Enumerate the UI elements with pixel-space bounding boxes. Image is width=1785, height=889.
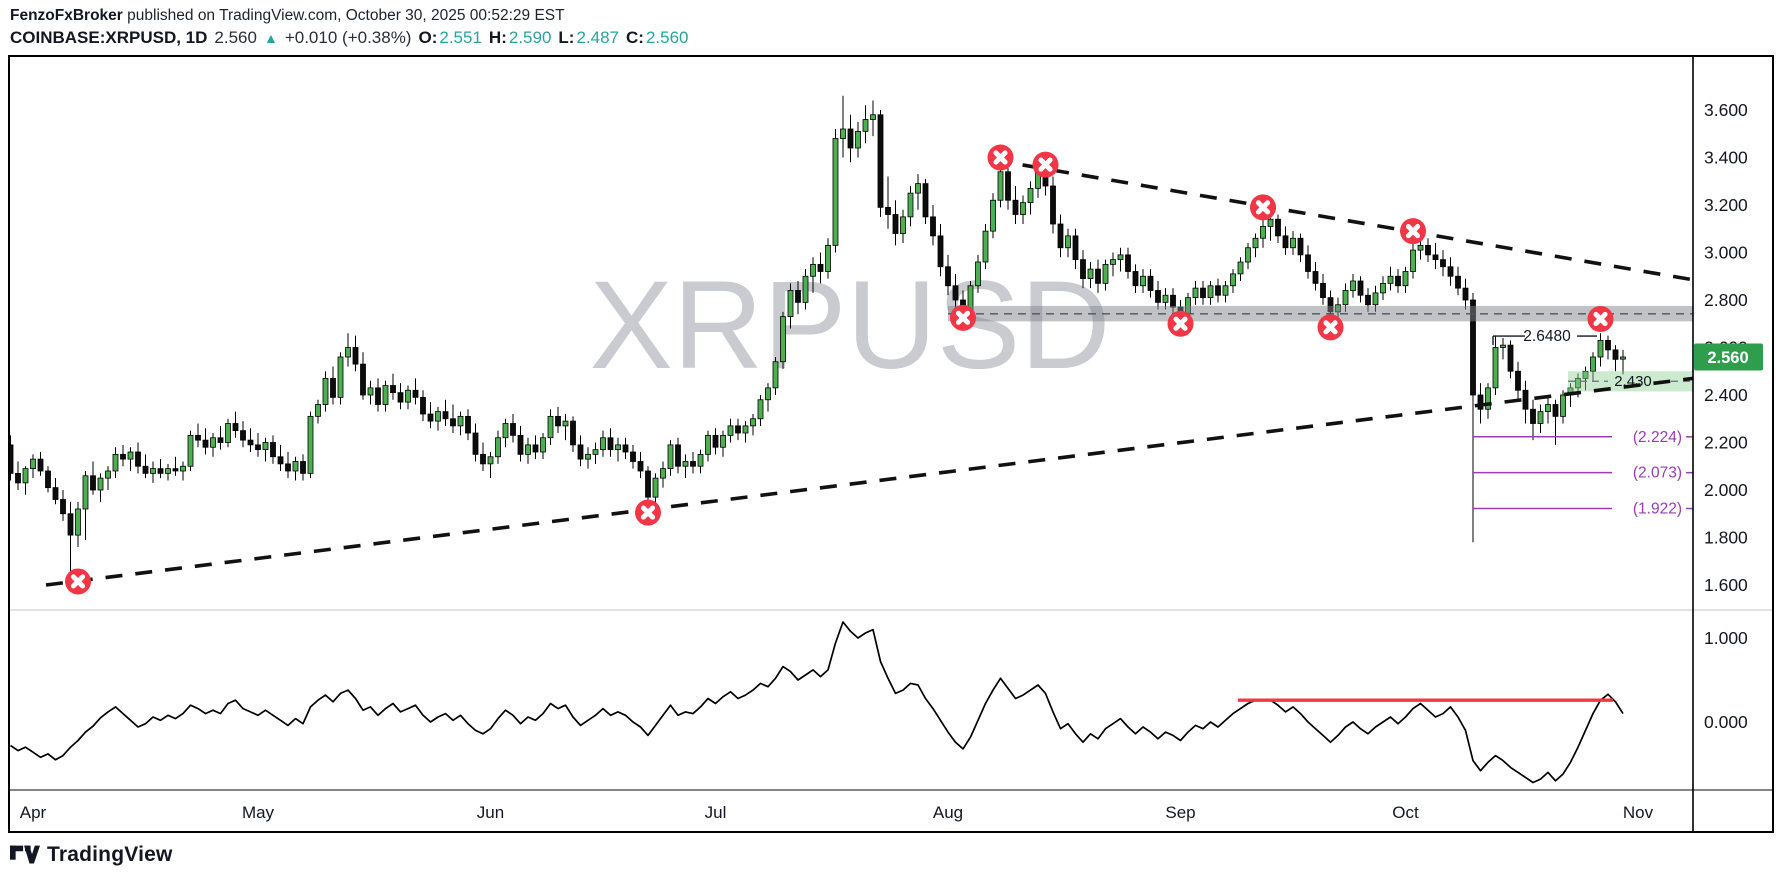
fib-projection-level[interactable]: (1.922) — [1473, 501, 1693, 518]
price-tick-label: 2.000 — [1704, 480, 1748, 500]
month-label: Oct — [1392, 803, 1419, 822]
price-change: +0.010 (+0.38%) — [284, 28, 412, 47]
pattern-marker-icon[interactable] — [635, 499, 661, 526]
pattern-marker-icon[interactable] — [950, 304, 976, 331]
open-label: O: — [418, 28, 438, 47]
tradingview-icon — [10, 845, 40, 864]
brand-name: TradingView — [47, 843, 173, 866]
author-name: FenzoFxBroker — [10, 7, 123, 24]
low-value: 2.487 — [576, 28, 620, 47]
symbol-status-line: COINBASE:XRPUSD, 1D 2.560 ▲ +0.010 (+0.3… — [10, 26, 689, 50]
month-label: Jun — [477, 803, 504, 822]
tradingview-logo[interactable]: TradingView — [10, 842, 173, 868]
symbol-watermark: XRPUSD — [590, 256, 1111, 395]
price-callout[interactable]: 2.6480 — [1492, 328, 1597, 346]
price-scale[interactable]: 3.6003.4003.2003.0002.8002.6002.4002.200… — [1704, 100, 1748, 732]
pattern-marker-icon[interactable] — [1032, 151, 1059, 178]
symbol-title: COINBASE:XRPUSD, 1D — [10, 28, 208, 47]
last-price: 2.560 — [214, 28, 257, 47]
month-label: Sep — [1165, 803, 1195, 822]
callout-price-label: 2.6480 — [1523, 328, 1571, 345]
chart-border — [8, 55, 1774, 833]
close-label: C: — [626, 28, 644, 47]
price-tick-label: 3.400 — [1704, 148, 1748, 168]
low-label: L: — [558, 28, 575, 47]
high-value: 2.590 — [508, 28, 552, 47]
pattern-marker-icon[interactable] — [1250, 194, 1276, 221]
month-label: Nov — [1623, 803, 1654, 822]
high-label: H: — [488, 28, 507, 47]
current-price-value: 2.560 — [1707, 349, 1748, 367]
price-chart[interactable]: XRPUSD 2.430 (2.224) (2.073) (1.922) 2.6480 3.… — [8, 55, 1774, 833]
month-label: Aug — [933, 803, 963, 822]
close-value: 2.560 — [645, 28, 689, 47]
pattern-marker-icon[interactable] — [987, 144, 1014, 171]
chart-area[interactable]: XRPUSD 2.430 (2.224) (2.073) (1.922) 2.6480 3.… — [8, 55, 1774, 833]
level-price-label: (2.224) — [1633, 429, 1682, 446]
indicator-tick-label: 1.000 — [1704, 628, 1748, 648]
header: FenzoFxBroker published on TradingView.c… — [10, 5, 689, 50]
open-value: 2.551 — [439, 28, 482, 47]
price-tick-label: 2.800 — [1704, 290, 1748, 310]
price-tick-label: 2.400 — [1704, 385, 1748, 405]
price-tick-label: 3.600 — [1704, 100, 1748, 120]
level-price-label: (1.922) — [1633, 501, 1682, 518]
indicator-tick-label: 0.000 — [1704, 712, 1748, 732]
price-tick-label: 1.600 — [1704, 575, 1748, 595]
pattern-marker-icon[interactable] — [65, 568, 91, 595]
pattern-marker-icon[interactable] — [1400, 218, 1426, 245]
price-tick-label: 3.000 — [1704, 243, 1748, 263]
current-price-tag: 2.560 — [1694, 343, 1763, 371]
month-label: Apr — [20, 803, 47, 822]
up-arrow-icon: ▲ — [263, 30, 278, 46]
publish-line: FenzoFxBroker published on TradingView.c… — [10, 5, 689, 26]
lower-trendline[interactable] — [45, 376, 1694, 587]
level-price-label: (2.073) — [1633, 465, 1682, 482]
indicator-line — [10, 621, 1624, 784]
publish-info: published on TradingView.com, October 30… — [122, 7, 565, 24]
price-tick-label: 2.200 — [1704, 433, 1748, 453]
time-scale[interactable]: Apr May Jun Jul Aug Sep Oct Nov — [20, 803, 1654, 822]
price-tick-label: 3.200 — [1704, 195, 1748, 215]
price-tick-label: 1.800 — [1704, 528, 1748, 548]
month-label: Jul — [705, 803, 727, 822]
pattern-marker-icon[interactable] — [1317, 314, 1344, 341]
supply-zone[interactable] — [948, 305, 1693, 322]
pattern-marker-icon[interactable] — [1167, 310, 1194, 337]
fib-projection-level[interactable]: (2.224) — [1473, 429, 1693, 446]
pattern-marker-icon[interactable] — [1587, 306, 1614, 332]
demand-zone[interactable]: 2.430 — [1568, 371, 1693, 392]
month-label: May — [242, 803, 275, 822]
fib-projection-level[interactable]: (2.073) — [1473, 465, 1693, 482]
